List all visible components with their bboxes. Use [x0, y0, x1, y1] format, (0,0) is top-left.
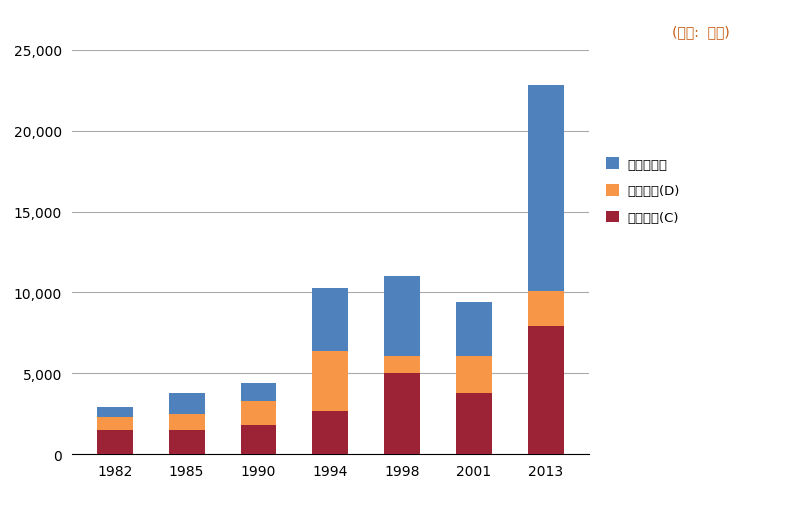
- Bar: [528, 86, 564, 291]
- Bar: [97, 417, 133, 430]
- Bar: [169, 430, 205, 454]
- Bar: [97, 408, 133, 417]
- Bar: [384, 356, 420, 374]
- Bar: [312, 411, 349, 454]
- Bar: [456, 302, 492, 356]
- Bar: [456, 356, 492, 393]
- Bar: [312, 351, 349, 411]
- Text: (단위:  천원): (단위: 천원): [672, 25, 729, 39]
- Bar: [312, 288, 349, 351]
- Bar: [528, 291, 564, 327]
- Bar: [384, 374, 420, 454]
- Bar: [384, 277, 420, 356]
- Bar: [240, 401, 276, 425]
- Bar: [97, 430, 133, 454]
- Bar: [528, 327, 564, 454]
- Legend: 간접교육비, 사교육비(D), 공교육비(C): 간접교육비, 사교육비(D), 공교육비(C): [606, 158, 680, 225]
- Bar: [240, 425, 276, 454]
- Bar: [240, 383, 276, 401]
- Bar: [456, 393, 492, 454]
- Bar: [169, 414, 205, 430]
- Bar: [169, 393, 205, 414]
